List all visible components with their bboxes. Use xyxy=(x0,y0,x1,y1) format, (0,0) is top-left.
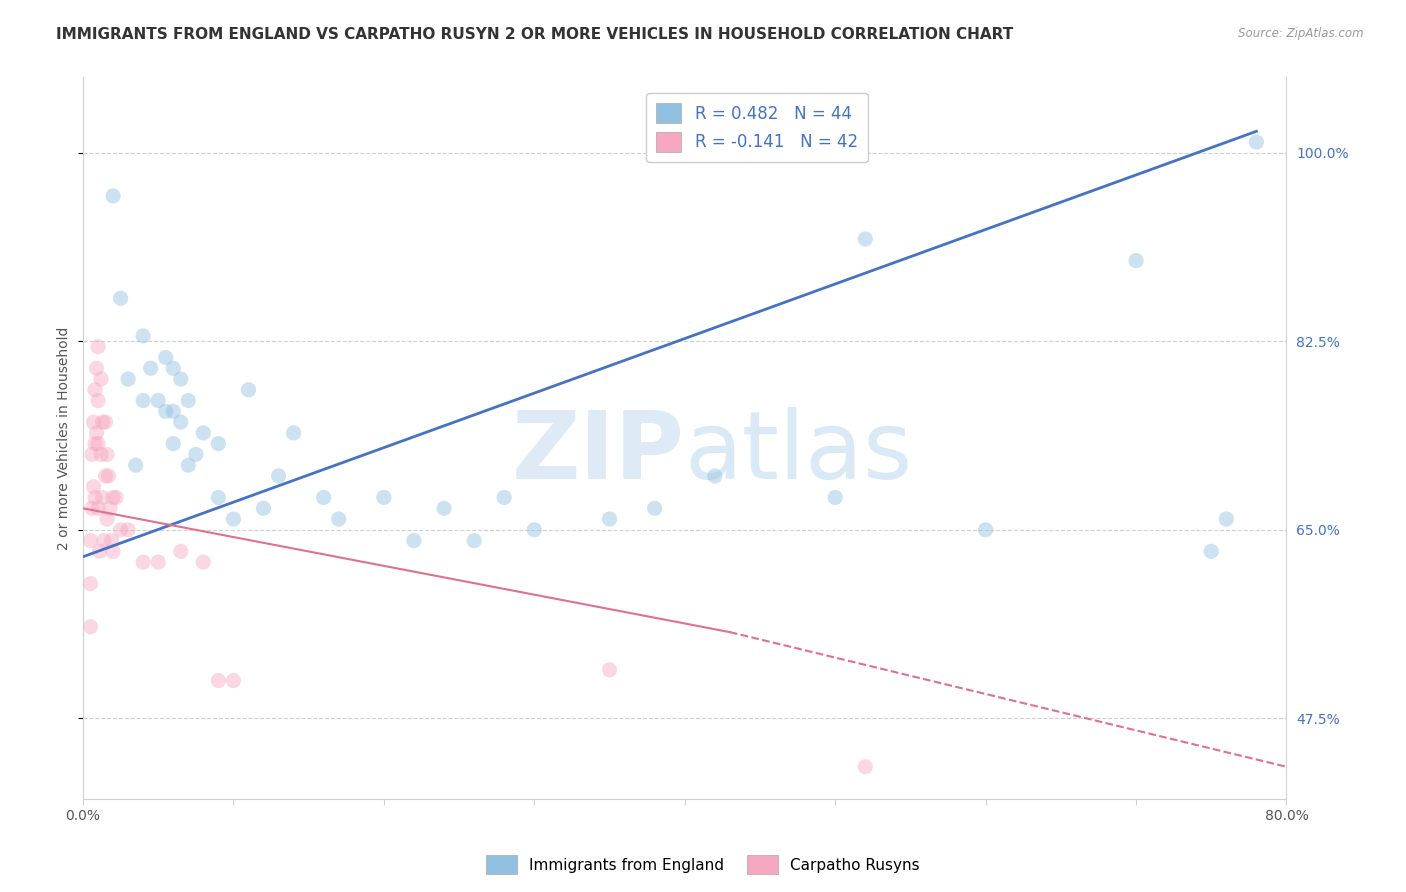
Point xyxy=(93,533,115,548)
Point xyxy=(494,491,516,505)
Point xyxy=(177,458,200,472)
Point xyxy=(155,351,177,365)
Text: ZIP: ZIP xyxy=(512,407,685,499)
Point xyxy=(1125,253,1147,268)
Point xyxy=(96,512,118,526)
Point xyxy=(599,512,621,526)
Point xyxy=(87,501,110,516)
Point xyxy=(132,555,155,569)
Point xyxy=(193,425,215,440)
Point xyxy=(100,533,122,548)
Point xyxy=(117,372,139,386)
Point xyxy=(222,673,245,688)
Point xyxy=(1246,135,1268,149)
Point xyxy=(110,291,132,305)
Point xyxy=(98,501,121,516)
Point xyxy=(83,480,105,494)
Point xyxy=(139,361,162,376)
Point xyxy=(101,189,124,203)
Point xyxy=(87,393,110,408)
Point xyxy=(132,393,155,408)
Point xyxy=(86,425,108,440)
Point xyxy=(312,491,335,505)
Point xyxy=(84,491,107,505)
Point xyxy=(148,555,170,569)
Point xyxy=(1215,512,1237,526)
Point xyxy=(328,512,350,526)
Point xyxy=(599,663,621,677)
Point xyxy=(703,469,725,483)
Point xyxy=(101,544,124,558)
Point xyxy=(124,458,146,472)
Point xyxy=(79,533,101,548)
Point xyxy=(238,383,260,397)
Point xyxy=(79,620,101,634)
Point xyxy=(523,523,546,537)
Point xyxy=(267,469,290,483)
Point xyxy=(170,415,193,429)
Point xyxy=(177,393,200,408)
Point xyxy=(94,469,117,483)
Point xyxy=(80,501,103,516)
Point xyxy=(207,673,229,688)
Point xyxy=(97,469,120,483)
Point xyxy=(373,491,395,505)
Point xyxy=(162,361,184,376)
Point xyxy=(974,523,997,537)
Point xyxy=(184,447,207,461)
Point xyxy=(79,576,101,591)
Point xyxy=(91,415,114,429)
Point xyxy=(207,491,229,505)
Point xyxy=(853,232,876,246)
Point xyxy=(148,393,170,408)
Point xyxy=(84,436,107,450)
Point xyxy=(1199,544,1222,558)
Point xyxy=(853,760,876,774)
Point xyxy=(463,533,485,548)
Point xyxy=(90,447,112,461)
Point xyxy=(207,436,229,450)
Point xyxy=(90,372,112,386)
Text: IMMIGRANTS FROM ENGLAND VS CARPATHO RUSYN 2 OR MORE VEHICLES IN HOUSEHOLD CORREL: IMMIGRANTS FROM ENGLAND VS CARPATHO RUSY… xyxy=(56,27,1014,42)
Point xyxy=(170,372,193,386)
Legend: Immigrants from England, Carpatho Rusyns: Immigrants from England, Carpatho Rusyns xyxy=(481,849,925,880)
Point xyxy=(433,501,456,516)
Point xyxy=(222,512,245,526)
Point xyxy=(86,361,108,376)
Point xyxy=(89,544,111,558)
Point xyxy=(155,404,177,418)
Point xyxy=(193,555,215,569)
Point xyxy=(91,491,114,505)
Legend: R = 0.482   N = 44, R = -0.141   N = 42: R = 0.482 N = 44, R = -0.141 N = 42 xyxy=(647,93,868,162)
Point xyxy=(162,404,184,418)
Point xyxy=(96,447,118,461)
Point xyxy=(87,436,110,450)
Point xyxy=(162,436,184,450)
Point xyxy=(170,544,193,558)
Point xyxy=(94,415,117,429)
Point xyxy=(105,491,128,505)
Y-axis label: 2 or more Vehicles in Household: 2 or more Vehicles in Household xyxy=(58,326,72,550)
Point xyxy=(824,491,846,505)
Point xyxy=(101,491,124,505)
Text: atlas: atlas xyxy=(685,407,912,499)
Point xyxy=(132,329,155,343)
Point xyxy=(117,523,139,537)
Point xyxy=(252,501,274,516)
Point xyxy=(283,425,305,440)
Text: Source: ZipAtlas.com: Source: ZipAtlas.com xyxy=(1239,27,1364,40)
Point xyxy=(83,415,105,429)
Point xyxy=(80,447,103,461)
Point xyxy=(87,340,110,354)
Point xyxy=(110,523,132,537)
Point xyxy=(84,383,107,397)
Point xyxy=(644,501,666,516)
Point xyxy=(402,533,425,548)
